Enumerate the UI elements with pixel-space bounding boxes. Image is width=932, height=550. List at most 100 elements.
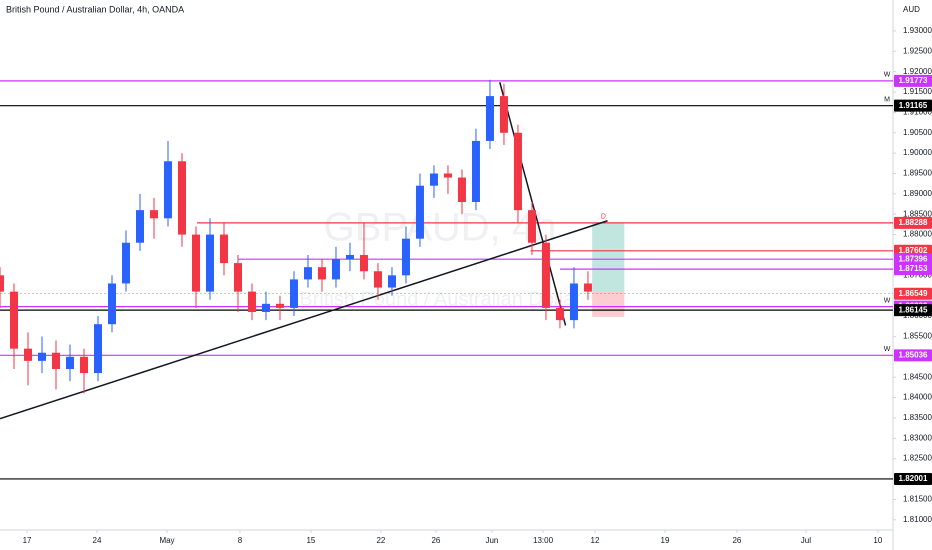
candle-body bbox=[51, 352, 60, 370]
y-tick-label: 1.88500 bbox=[903, 209, 932, 218]
candle-body bbox=[303, 267, 312, 280]
candle-body bbox=[345, 254, 354, 260]
price-label: 1.87153 bbox=[899, 264, 928, 273]
position-target bbox=[592, 222, 625, 292]
candle-body bbox=[499, 96, 508, 133]
candle-body bbox=[569, 283, 578, 321]
y-tick-label: 1.89000 bbox=[903, 189, 932, 198]
candle-body bbox=[233, 263, 242, 292]
candle-body bbox=[555, 307, 564, 321]
candle-body bbox=[541, 242, 550, 308]
candle-body bbox=[93, 324, 102, 374]
candle-body bbox=[261, 303, 270, 312]
x-tick-label: 22 bbox=[376, 536, 385, 545]
price-label-box bbox=[894, 216, 932, 229]
price-label-box bbox=[894, 304, 932, 317]
candle-body bbox=[317, 267, 326, 280]
price-label: 1.85036 bbox=[899, 350, 928, 359]
level-tag: D bbox=[601, 214, 606, 221]
y-tick-label: 1.90000 bbox=[903, 148, 932, 157]
price-label: 1.86145 bbox=[899, 305, 928, 314]
y-tick-label: 1.81500 bbox=[903, 494, 932, 503]
y-tick-label: 1.92500 bbox=[903, 46, 932, 55]
price-label: 1.87396 bbox=[899, 254, 928, 263]
y-tick-label: 1.83000 bbox=[903, 433, 932, 442]
currency-label: AUD bbox=[903, 5, 920, 14]
candle-body bbox=[471, 140, 480, 203]
candle-body bbox=[163, 161, 172, 219]
x-tick-label: 12 bbox=[591, 536, 600, 545]
candle-body bbox=[359, 254, 368, 272]
candle-body bbox=[387, 275, 396, 288]
price-label: 1.91773 bbox=[899, 76, 928, 85]
x-tick-label: 24 bbox=[93, 536, 102, 545]
candle-body bbox=[219, 234, 228, 264]
candle-body bbox=[373, 271, 382, 288]
candle-body bbox=[415, 185, 424, 239]
trendline bbox=[499, 82, 567, 326]
candle-body bbox=[401, 238, 410, 276]
candle-body bbox=[429, 173, 438, 186]
candle-body bbox=[443, 173, 452, 178]
price-label-box bbox=[894, 253, 932, 266]
level-tag: W bbox=[884, 297, 891, 304]
y-tick-label: 1.89500 bbox=[903, 169, 932, 178]
watermark: GBPAUD, 4h bbox=[324, 206, 557, 250]
candle-body bbox=[177, 161, 186, 235]
x-tick-label: Jul bbox=[801, 536, 811, 545]
candle-body bbox=[191, 234, 200, 292]
y-tick-label: 1.82500 bbox=[903, 454, 932, 463]
candle-body bbox=[457, 177, 466, 203]
candle-body bbox=[135, 210, 144, 243]
price-label: 1.88288 bbox=[899, 218, 928, 227]
candle-body bbox=[583, 283, 592, 292]
price-label-box bbox=[894, 287, 932, 300]
x-tick-label: May bbox=[159, 536, 174, 545]
y-tick-label: 1.83500 bbox=[903, 413, 932, 422]
price-label-box bbox=[894, 472, 932, 485]
price-label: 1.82001 bbox=[899, 474, 928, 483]
candle-body bbox=[527, 210, 536, 243]
price-label-box bbox=[894, 74, 932, 87]
chart-title: British Pound / Australian Dollar, 4h, O… bbox=[6, 4, 184, 14]
candle-body bbox=[0, 275, 4, 292]
x-tick-label: 26 bbox=[732, 536, 741, 545]
level-tag: W bbox=[884, 346, 891, 353]
trendline bbox=[0, 220, 608, 420]
price-label: 1.91165 bbox=[899, 101, 928, 110]
candle-body bbox=[149, 210, 158, 219]
y-tick-label: 1.93000 bbox=[903, 26, 932, 35]
y-tick-label: 1.84500 bbox=[903, 372, 932, 381]
candle-body bbox=[275, 303, 284, 308]
candle-body bbox=[79, 356, 88, 374]
candle-body bbox=[37, 352, 46, 361]
position-stop bbox=[592, 291, 625, 317]
y-tick-label: 1.81000 bbox=[903, 515, 932, 524]
x-tick-label: 10 bbox=[873, 536, 882, 545]
y-tick-label: 1.91500 bbox=[903, 87, 932, 96]
x-tick-label: 26 bbox=[431, 536, 440, 545]
y-tick-label: 1.85500 bbox=[903, 332, 932, 341]
candle-body bbox=[65, 356, 74, 370]
price-label-box bbox=[894, 263, 932, 276]
y-tick-label: 1.92000 bbox=[903, 67, 932, 76]
y-tick-label: 1.88000 bbox=[903, 230, 932, 239]
x-tick-label: 19 bbox=[661, 536, 670, 545]
price-label: 1.86549 bbox=[899, 289, 928, 298]
candle-body bbox=[289, 279, 298, 308]
x-tick-label: 17 bbox=[23, 536, 32, 545]
candle-body bbox=[107, 283, 116, 325]
price-label-box bbox=[894, 349, 932, 362]
x-tick-label: Jun bbox=[485, 536, 498, 545]
price-label-box bbox=[894, 99, 932, 112]
candle-body bbox=[9, 291, 18, 349]
y-tick-label: 1.90500 bbox=[903, 128, 932, 137]
candle-body bbox=[23, 348, 32, 361]
price-label: 1.87602 bbox=[899, 246, 928, 255]
level-tag: M bbox=[884, 97, 890, 104]
candle-body bbox=[331, 259, 340, 280]
candle-body bbox=[513, 132, 522, 211]
candle-body bbox=[121, 242, 130, 284]
